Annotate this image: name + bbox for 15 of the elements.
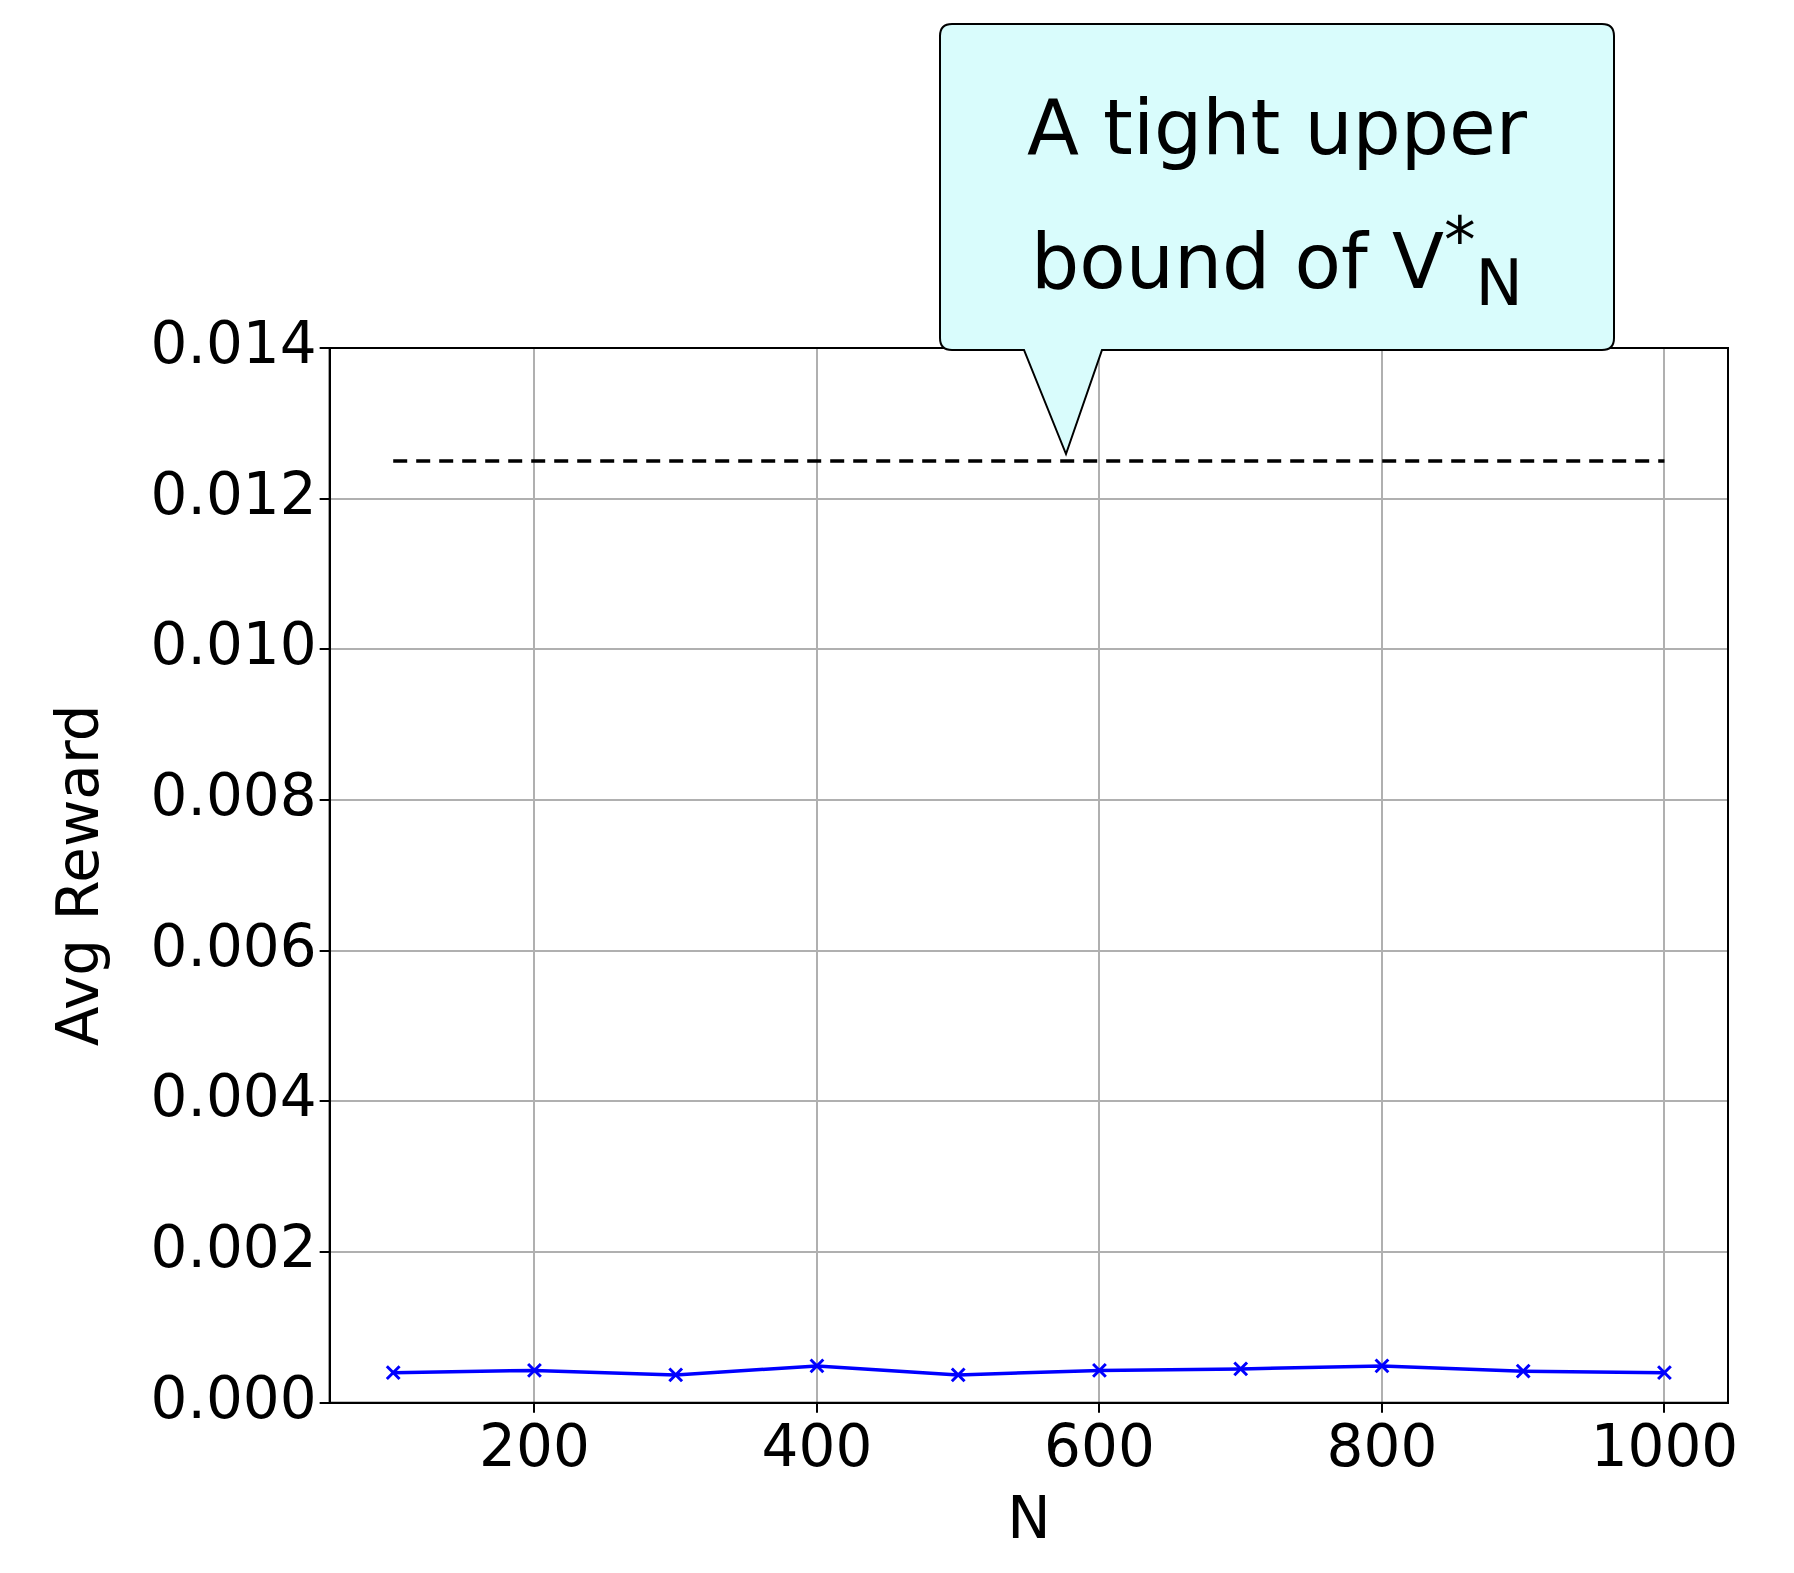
y-tick-label: 0.000: [150, 1363, 317, 1432]
y-tick-label: 0.008: [150, 761, 317, 830]
y-tick-label: 0.014: [150, 309, 317, 378]
y-axis-title: Avg Reward: [43, 704, 112, 1047]
x-tick-label: 400: [761, 1411, 873, 1480]
x-tick-label: 600: [1044, 1411, 1155, 1480]
y-tick-label: 0.010: [150, 610, 317, 679]
y-tick-label: 0.002: [150, 1213, 317, 1282]
y-tick-label: 0.004: [150, 1062, 317, 1131]
x-axis-title: N: [1007, 1484, 1051, 1553]
y-tick-label: 0.012: [150, 459, 317, 528]
y-tick-label: 0.006: [150, 911, 317, 980]
x-tick-label: 200: [479, 1411, 590, 1480]
x-tick-label: 1000: [1590, 1411, 1739, 1480]
x-tick-label: 800: [1326, 1411, 1438, 1480]
